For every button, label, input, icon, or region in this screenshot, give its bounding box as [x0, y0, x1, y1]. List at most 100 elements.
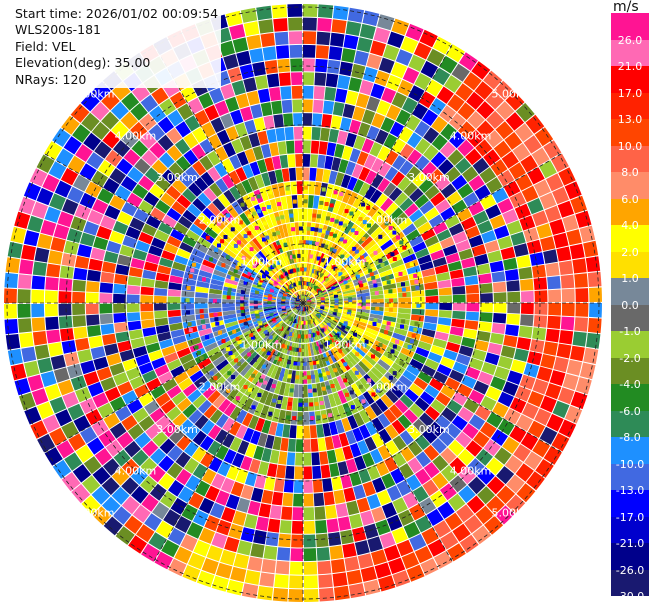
velocity-gate-cell: [201, 362, 215, 375]
velocity-gate-cell: [113, 220, 129, 235]
velocity-gate-cell: [452, 294, 466, 303]
velocity-gate-cell: [278, 451, 288, 465]
colorbar-level-label: -26.0: [615, 563, 645, 577]
velocity-gate-cell: [201, 558, 219, 575]
velocity-gate-cell: [121, 496, 140, 515]
velocity-gate-cell: [220, 113, 234, 129]
velocity-gate-cell: [376, 336, 390, 346]
velocity-speckle: [322, 372, 327, 377]
velocity-gate-cell: [125, 226, 141, 240]
velocity-gate-cell: [355, 93, 370, 109]
velocity-gate-cell: [377, 178, 391, 193]
velocity-gate-cell: [383, 44, 400, 61]
velocity-gate-cell: [138, 415, 155, 432]
velocity-speckle: [315, 314, 320, 319]
velocity-gate-cell: [262, 362, 272, 375]
velocity-gate-cell: [198, 328, 213, 337]
velocity-speckle: [414, 279, 419, 284]
velocity-speckle: [353, 332, 357, 337]
velocity-gate-cell: [182, 235, 197, 248]
velocity-gate-cell: [215, 562, 233, 579]
velocity-gate-cell: [166, 185, 181, 200]
velocity-gate-cell: [24, 360, 40, 377]
velocity-gate-cell: [298, 384, 303, 398]
velocity-gate-cell: [116, 158, 133, 175]
velocity-gate-cell: [415, 347, 430, 358]
velocity-gate-cell: [429, 378, 444, 392]
velocity-gate-cell: [277, 58, 290, 73]
velocity-gate-cell: [194, 303, 208, 309]
velocity-gate-cell: [424, 207, 440, 221]
velocity-gate-cell: [252, 284, 265, 291]
velocity-gate-cell: [215, 490, 230, 506]
velocity-gate-cell: [357, 122, 371, 138]
velocity-speckle: [298, 402, 303, 407]
velocity-gate-cell: [325, 351, 334, 365]
velocity-gate-cell: [208, 134, 222, 150]
velocity-gate-cell: [415, 451, 432, 468]
velocity-gate-cell: [211, 575, 229, 592]
velocity-gate-cell: [305, 263, 310, 276]
velocity-gate-cell: [312, 479, 323, 493]
velocity-gate-cell: [256, 5, 272, 21]
velocity-gate-cell: [562, 214, 579, 232]
velocity-speckle: [309, 361, 314, 366]
velocity-gate-cell: [70, 103, 90, 123]
velocity-gate-cell: [431, 134, 448, 151]
velocity-gate-cell: [303, 4, 318, 17]
velocity-gate-cell: [64, 352, 80, 367]
velocity-gate-cell: [170, 229, 185, 242]
velocity-gate-cell: [244, 119, 257, 135]
velocity-speckle: [237, 262, 242, 267]
velocity-gate-cell: [415, 515, 432, 533]
velocity-speckle: [188, 274, 193, 279]
velocity-gate-cell: [451, 415, 468, 431]
velocity-speckle: [318, 228, 323, 233]
velocity-gate-cell: [37, 401, 54, 420]
velocity-gate-cell: [281, 325, 290, 338]
velocity-gate-cell: [90, 346, 106, 360]
velocity-gate-cell: [255, 75, 269, 90]
range-ring-label: 1.00km: [241, 339, 283, 352]
velocity-gate-cell: [154, 280, 169, 289]
velocity-gate-cell: [318, 574, 333, 588]
velocity-gate-cell: [325, 316, 338, 325]
velocity-speckle: [227, 371, 232, 376]
velocity-gate-cell: [526, 471, 545, 491]
velocity-speckle: [248, 387, 252, 392]
velocity-gate-cell: [351, 163, 364, 179]
velocity-gate-cell: [351, 325, 365, 334]
range-ring-label: 2.00km: [366, 214, 408, 227]
velocity-gate-cell: [487, 250, 502, 263]
velocity-gate-cell: [37, 233, 53, 250]
velocity-gate-cell: [438, 310, 452, 318]
velocity-gate-cell: [342, 289, 356, 295]
velocity-gate-cell: [207, 202, 221, 217]
velocity-speckle: [233, 243, 238, 248]
velocity-speckle: [293, 282, 298, 287]
velocity-speckle: [358, 280, 363, 285]
velocity-gate-cell: [245, 443, 257, 458]
velocity-gate-cell: [463, 266, 477, 277]
colorbar-level-label: -6.0: [619, 404, 641, 418]
velocity-gate-cell: [157, 331, 172, 342]
velocity-gate-cell: [347, 415, 359, 430]
velocity-gate-cell: [366, 53, 382, 70]
velocity-gate-cell: [242, 412, 254, 427]
velocity-speckle: [205, 235, 210, 240]
velocity-gate-cell: [319, 587, 335, 602]
velocity-gate-cell: [574, 273, 588, 288]
velocity-gate-cell: [378, 428, 392, 444]
velocity-gate-cell: [545, 328, 560, 343]
velocity-gate-cell: [207, 150, 221, 166]
velocity-gate-cell: [440, 207, 456, 221]
velocity-speckle: [275, 216, 280, 221]
velocity-gate-cell: [182, 383, 197, 397]
velocity-gate-cell: [363, 239, 377, 252]
velocity-gate-cell: [338, 159, 349, 174]
velocity-gate-cell: [431, 116, 448, 133]
velocity-gate-cell: [561, 288, 575, 303]
velocity-gate-cell: [158, 222, 173, 235]
velocity-gate-cell: [457, 183, 474, 199]
velocity-gate-cell: [298, 208, 303, 222]
